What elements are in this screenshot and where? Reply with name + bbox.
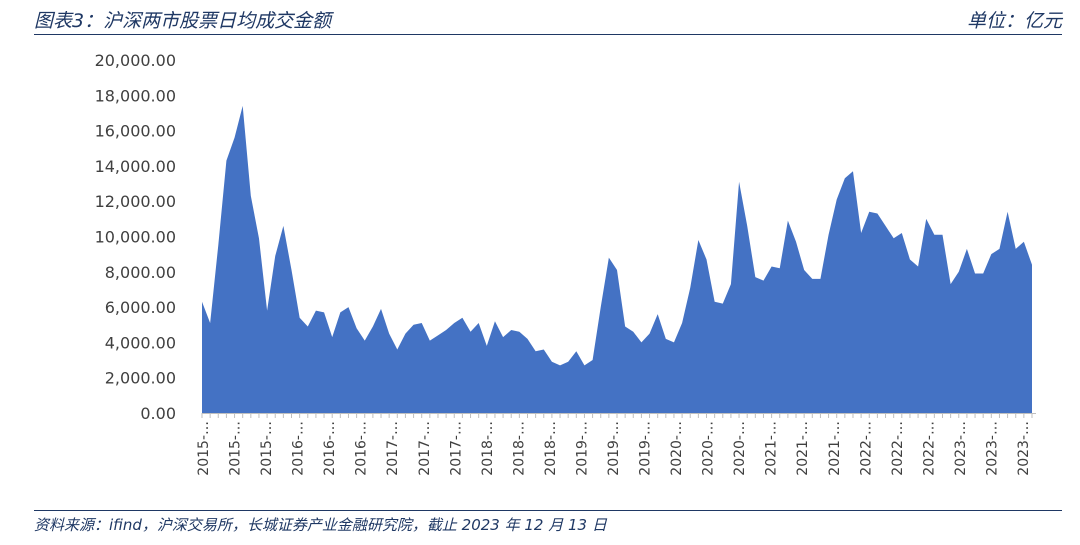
x-tick-label: 2016-… [354, 421, 370, 476]
y-tick-label: 2,000.00 [105, 369, 176, 388]
x-tick-label: 2018-… [480, 421, 496, 476]
x-tick-label: 2017-… [448, 421, 464, 476]
area-chart: 0.00 2,000.00 4,000.00 6,000.00 8,000.00 10,0… [95, 51, 1036, 476]
x-tick-label: 2023-… [953, 421, 969, 476]
chart-title: 图表3：沪深两市股票日均成交金额 [34, 10, 332, 32]
x-tick-label: 2019-… [606, 421, 622, 476]
y-tick-label: 14,000.00 [95, 157, 176, 176]
x-tick-label: 2015-… [228, 421, 244, 476]
y-tick-label: 4,000.00 [105, 333, 176, 352]
header: 图表3：沪深两市股票日均成交金额 单位：亿元 [34, 4, 1062, 34]
y-tick-label: 18,000.00 [95, 86, 176, 105]
y-tick-label: 20,000.00 [95, 51, 176, 70]
x-tick-label: 2020-… [732, 421, 748, 476]
x-tick-label: 2023-… [984, 421, 1000, 476]
y-tick-label: 6,000.00 [105, 298, 176, 317]
y-tick-label: 10,000.00 [95, 228, 176, 247]
x-tick-label: 2019-… [574, 421, 590, 476]
x-tick-label: 2015-… [196, 421, 212, 476]
x-tick-label: 2022-… [890, 421, 906, 476]
top-rule [34, 34, 1062, 35]
x-tick-label: 2022-… [858, 421, 874, 476]
y-tick-label: 0.00 [140, 404, 176, 423]
y-axis: 0.00 2,000.00 4,000.00 6,000.00 8,000.00 10,0… [95, 51, 176, 423]
x-tick-label: 2020-… [669, 421, 685, 476]
y-tick-label: 16,000.00 [95, 122, 176, 141]
x-tick-label: 2023-… [1016, 421, 1032, 476]
y-tick-label: 8,000.00 [105, 263, 176, 282]
x-tick-label: 2015-… [259, 421, 275, 476]
x-axis: 2015-… 2015-… 2015-… 2016-… 2016-… 2016-… 2017… [196, 413, 1036, 476]
x-tick-label: 2016-… [291, 421, 307, 476]
x-tick-label: 2021-… [827, 421, 843, 476]
x-tick-label: 2016-… [322, 421, 338, 476]
bottom-rule [34, 510, 1062, 511]
plot-area [202, 105, 1032, 413]
x-tick-label: 2021-… [795, 421, 811, 476]
x-tick-label: 2017-… [417, 421, 433, 476]
x-tick-label: 2020-… [701, 421, 717, 476]
unit-label: 单位：亿元 [966, 10, 1062, 32]
x-tick-label: 2018-… [543, 421, 559, 476]
x-tick-label: 2021-… [764, 421, 780, 476]
source-note: 资料来源：ifind，沪深交易所，长城证券产业金融研究院，截止 2023 年 1… [34, 516, 607, 534]
y-tick-label: 12,000.00 [95, 192, 176, 211]
series-area [202, 105, 1032, 413]
x-tick-label: 2017-… [385, 421, 401, 476]
x-tick-label: 2022-… [921, 421, 937, 476]
x-tick-label: 2018-… [511, 421, 527, 476]
x-tick-label: 2019-… [638, 421, 654, 476]
